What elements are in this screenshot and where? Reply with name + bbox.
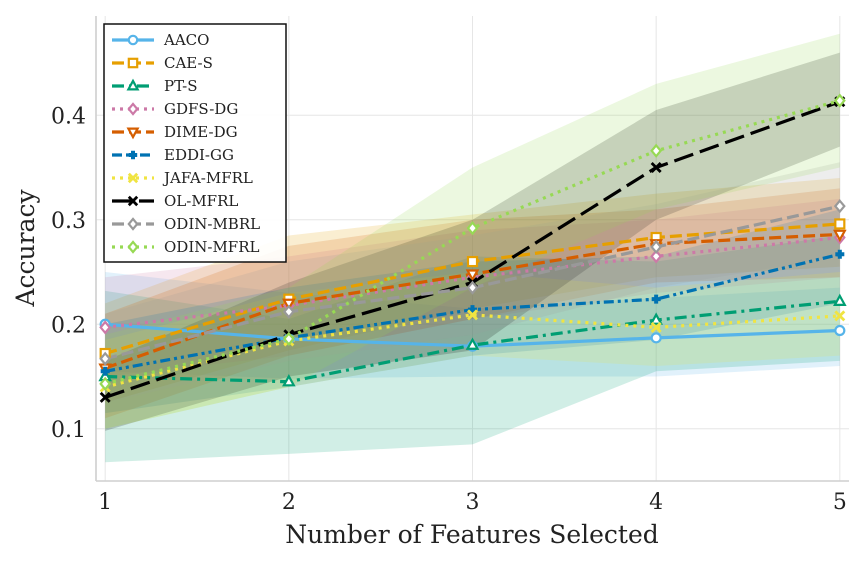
point-eddi-gg [100, 366, 110, 376]
point-eddi-gg [835, 249, 845, 259]
point-odin-mbrl [833, 199, 846, 214]
legend-label-gdfs-dg: GDFS-DG [164, 100, 238, 118]
series-markers [98, 93, 847, 403]
point-odin-mfrl [282, 331, 295, 347]
y-tick-label: 0.1 [51, 418, 86, 443]
point-aaco [834, 324, 846, 337]
point-dime-dg [282, 298, 296, 312]
legend-marker-odin-mfrl [127, 240, 139, 254]
legend-marker-pt-s [126, 78, 140, 91]
x-axis-label: Number of Features Selected [285, 520, 659, 549]
point-dime-dg [465, 269, 480, 282]
point-eddi-gg [651, 294, 661, 304]
legend-label-odin-mfrl: ODIN-MFRL [164, 238, 260, 256]
y-tick-label: 0.3 [51, 209, 86, 234]
point-aaco [650, 332, 662, 344]
legend-marker-odin-mbrl [127, 217, 139, 231]
point-odin-mfrl [833, 93, 846, 108]
legend-label-jafa-mfrl: JAFA-MFRL [162, 169, 253, 187]
legend-label-ol-mfrl: OL-MFRL [164, 192, 238, 210]
legend-marker-jafa-mfrl [127, 172, 139, 184]
point-gdfs-dg [650, 249, 663, 264]
legend: AACO CAE-S PT-S GDFS-DG DIME-DG EDDI-GG JAFA-M… [103, 23, 287, 263]
point-pt-s [649, 312, 663, 325]
point-odin-mbrl [282, 304, 295, 319]
point-jafa-mfrl [467, 309, 478, 321]
point-jafa-mfrl [650, 321, 662, 333]
legend-label-odin-mbrl: ODIN-MBRL [164, 215, 260, 233]
legend-label-aaco: AACO [163, 31, 209, 49]
point-odin-mbrl [99, 351, 112, 366]
legend-marker-cae-s [127, 57, 139, 69]
legend-marker-aaco [127, 34, 139, 46]
legend-marker-dime-dg [126, 127, 140, 140]
point-eddi-gg [468, 305, 477, 315]
point-odin-mbrl [650, 239, 663, 255]
x-tick-label: 1 [98, 490, 112, 515]
point-odin-mfrl [99, 376, 112, 391]
x-tick-label: 2 [282, 490, 296, 515]
point-odin-mfrl [466, 221, 479, 236]
y-axis-label: Accuracy [11, 189, 40, 308]
point-odin-mbrl [466, 280, 479, 295]
legend-label-cae-s: CAE-S [164, 54, 213, 72]
point-pt-s [282, 374, 296, 387]
point-cae-s [466, 255, 479, 268]
legend-label-eddi-gg: EDDI-GG [164, 146, 234, 164]
y-tick-label: 0.2 [51, 313, 86, 338]
point-ol-mfrl [650, 162, 662, 174]
y-tick-label: 0.4 [51, 104, 86, 129]
x-tick-label: 3 [466, 490, 480, 515]
point-odin-mfrl [650, 143, 663, 158]
legend-label-dime-dg: DIME-DG [164, 123, 238, 141]
legend-marker-eddi-gg [128, 150, 138, 160]
line-odin-mfrl [104, 99, 841, 386]
point-cae-s [834, 218, 846, 230]
legend-label-pt-s: PT-S [164, 77, 198, 95]
axes [95, 16, 849, 482]
x-tick-label: 5 [833, 490, 847, 515]
point-dime-dg [833, 229, 847, 243]
x-tick-label: 4 [649, 490, 663, 515]
line-pt-s [105, 299, 840, 384]
legend-marker-gdfs-dg [127, 102, 139, 116]
point-pt-s [465, 337, 480, 350]
legend-marker-ol-mfrl [127, 195, 139, 207]
tick-labels: 1 2 3 4 5 0.1 0.2 0.3 0.4 [51, 104, 847, 515]
point-pt-s [833, 293, 847, 306]
point-ol-mfrl [99, 391, 111, 403]
point-jafa-mfrl [834, 310, 846, 322]
point-gdfs-dg [99, 320, 112, 335]
